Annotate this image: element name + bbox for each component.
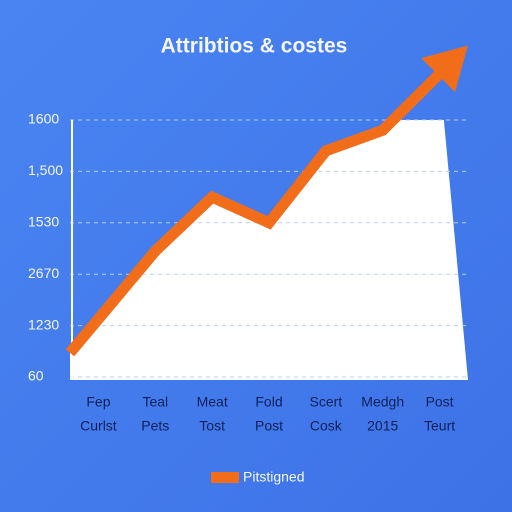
x-tick-sublabel: Teurt	[424, 418, 455, 434]
y-tick-label: 1530	[28, 214, 59, 230]
x-tick-sublabel: Cosk	[310, 418, 343, 434]
x-tick-label: Meat	[197, 394, 228, 410]
x-tick-label: Fold	[255, 394, 282, 410]
y-tick-label: 1230	[28, 316, 59, 332]
line-lead	[65, 315, 103, 357]
x-tick-sublabel: Tost	[199, 418, 225, 434]
y-tick-label: 60	[28, 368, 44, 384]
y-tick-label: 2670	[28, 265, 59, 281]
x-tick-label: Post	[426, 394, 454, 410]
arrow-head	[421, 45, 468, 93]
x-tick-sublabel: Pets	[141, 418, 169, 434]
x-tick-label: Medgh	[361, 394, 404, 410]
legend-swatch	[211, 472, 239, 483]
x-tick-label: Scert	[310, 394, 343, 410]
chart-title: Attribtios & costes	[161, 35, 348, 58]
x-tick-label: Fep	[86, 394, 110, 410]
x-tick-sublabel: Post	[255, 418, 283, 434]
area	[70, 120, 468, 380]
y-tick-label: 1,500	[28, 162, 63, 178]
y-tick-label: 1600	[28, 111, 59, 127]
x-tick-sublabel: 2015	[367, 418, 398, 434]
line	[94, 69, 444, 323]
legend-label: Pitstigned	[243, 469, 304, 485]
x-tick-sublabel: Curlst	[80, 418, 117, 434]
x-tick-label: Teal	[142, 394, 168, 410]
